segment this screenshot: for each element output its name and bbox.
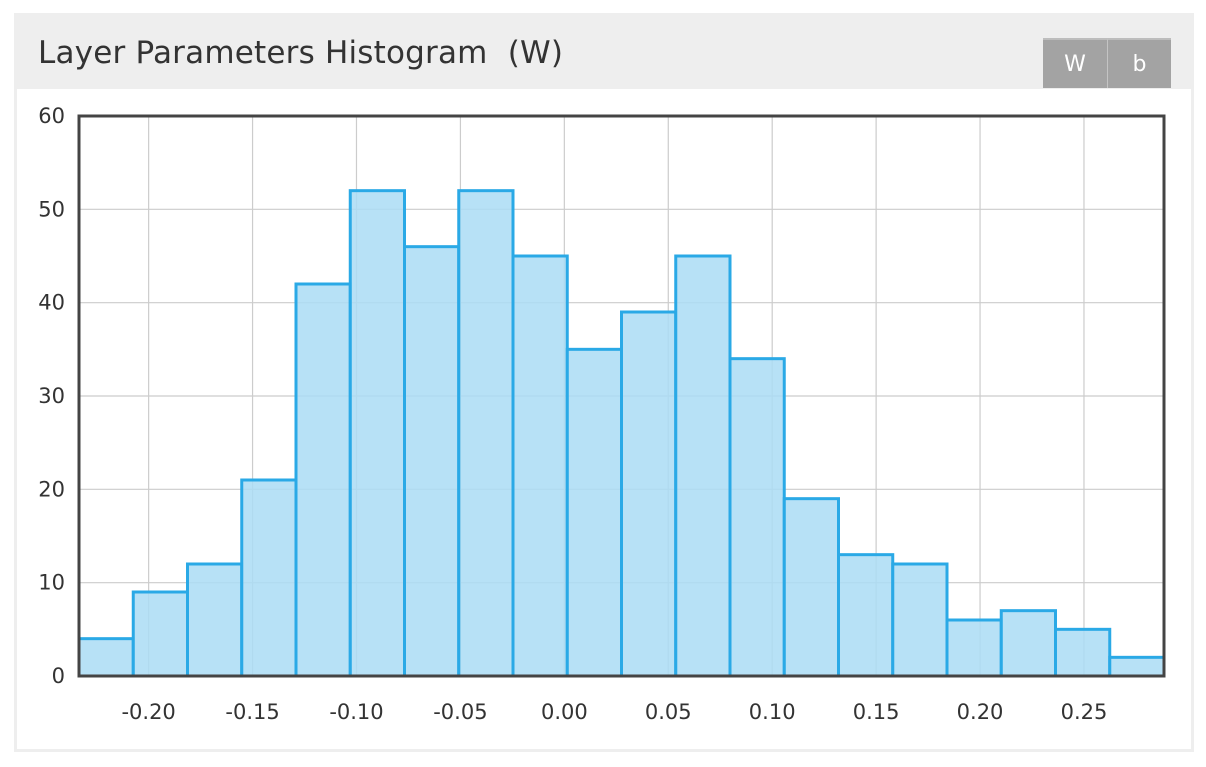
histogram-bar [782,497,840,678]
bias-button[interactable]: b [1107,38,1171,88]
y-tick-label: 40 [38,291,65,315]
x-tick-label: -0.05 [433,700,487,724]
histogram-bar [240,478,298,678]
x-tick-label: -0.15 [225,700,279,724]
histogram-panel: Layer Parameters Histogram (W) W b 0 10 20… [14,13,1194,752]
y-tick-label: 20 [38,477,65,501]
histogram-bar [77,637,135,678]
x-tick-label: 0.05 [645,700,692,724]
x-tick-label: 0.15 [853,700,900,724]
histogram-bar [891,562,949,678]
chart-area: 0 10 20 30 40 50 60 -0.20 -0.15 -0.10 -0.05 0.00 0.0… [17,89,1191,749]
histogram-bar [728,357,786,678]
x-tick-label: 0.25 [1061,700,1108,724]
histogram-bar [403,245,461,678]
x-tick-label: 0.00 [541,700,588,724]
histogram-bar [565,347,623,678]
histogram-chart: 0 10 20 30 40 50 60 -0.20 -0.15 -0.10 -0.05 0.00 0.0… [38,104,1166,724]
histogram-bar [186,562,244,678]
histogram-bar [1108,655,1166,678]
x-tick-label: -0.20 [121,700,175,724]
plot-frame [77,114,1166,678]
histogram-bar [131,590,189,678]
y-tick-label: 60 [38,104,65,128]
histogram-bar [1054,627,1112,678]
histogram-bar [999,609,1057,678]
histogram-bar [620,310,678,678]
x-tick-label: 0.20 [957,700,1004,724]
y-tick-label: 0 [52,664,65,688]
y-tick-label: 50 [38,197,65,221]
x-tick-label: -0.10 [329,700,383,724]
histogram-bar [511,254,569,678]
param-toggle-group: W b [1043,38,1171,88]
y-tick-label: 30 [38,384,65,408]
panel-title: Layer Parameters Histogram (W) [38,35,564,71]
histogram-bar [945,618,1003,678]
histogram-bar [348,189,406,678]
weights-button[interactable]: W [1043,38,1107,88]
histogram-bar [294,282,352,678]
histogram-bar [457,189,515,678]
histogram-bar [837,553,895,678]
y-tick-label: 10 [38,571,65,595]
x-tick-label: 0.10 [749,700,796,724]
histogram-bar [674,254,732,678]
